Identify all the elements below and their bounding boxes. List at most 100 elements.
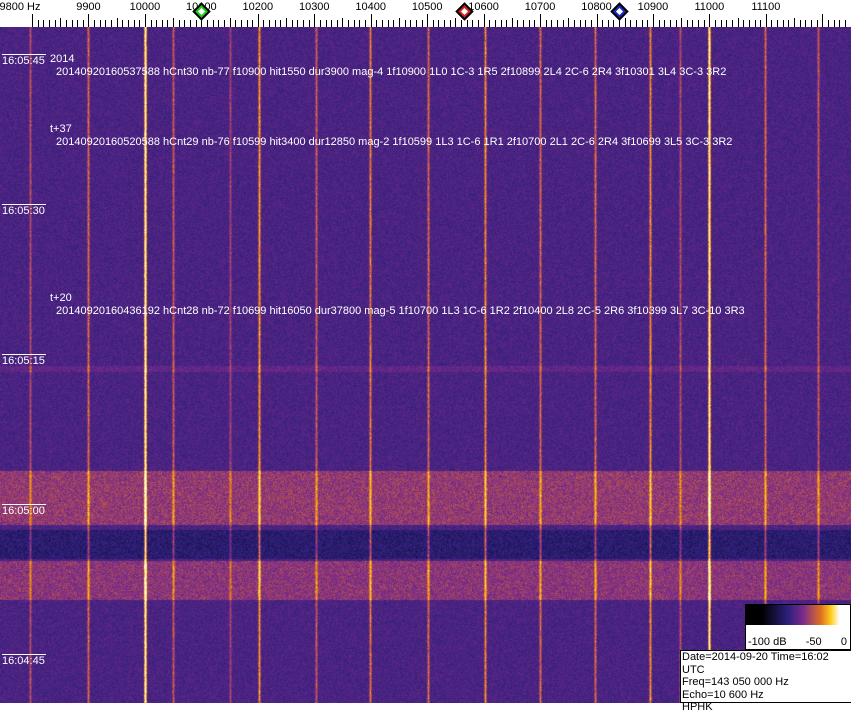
x-tick xyxy=(297,20,298,27)
x-tick xyxy=(218,20,219,27)
frequency-axis: 9800 Hz990010000101001020010300104001050… xyxy=(0,0,851,27)
x-tick xyxy=(230,18,231,27)
x-tick-label: 10700 xyxy=(524,1,556,13)
x-tick xyxy=(207,20,208,27)
x-tick xyxy=(280,20,281,27)
x-tick xyxy=(704,20,705,27)
x-tick xyxy=(540,14,541,27)
time-label: 16:04:45 xyxy=(2,654,46,667)
x-tick xyxy=(766,14,767,27)
x-tick xyxy=(184,20,185,27)
x-tick xyxy=(726,20,727,27)
x-tick xyxy=(512,18,513,27)
x-tick xyxy=(495,20,496,27)
x-tick xyxy=(162,20,163,27)
x-tick xyxy=(602,20,603,27)
x-tick xyxy=(489,20,490,27)
x-tick xyxy=(642,20,643,27)
x-tick xyxy=(517,20,518,27)
x-tick-label: 10800 xyxy=(581,1,612,13)
x-tick-label: 11100 xyxy=(751,1,781,13)
x-tick xyxy=(247,20,248,27)
x-tick xyxy=(568,18,569,27)
x-tick xyxy=(625,18,626,27)
x-tick xyxy=(811,20,812,27)
x-tick xyxy=(749,20,750,27)
x-tick xyxy=(800,20,801,27)
x-tick xyxy=(55,20,56,27)
x-tick xyxy=(49,20,50,27)
detection-offset: t+37 xyxy=(50,123,72,135)
x-tick xyxy=(190,20,191,27)
x-tick xyxy=(783,20,784,27)
colorbar-label: -50 xyxy=(805,636,822,648)
time-label: 16:05:15 xyxy=(2,354,46,367)
x-tick xyxy=(94,20,95,27)
x-tick xyxy=(585,20,586,27)
x-tick xyxy=(60,18,61,27)
x-tick xyxy=(653,14,654,27)
x-tick xyxy=(117,18,118,27)
colorbar-label: -100 dB xyxy=(748,636,787,648)
x-tick xyxy=(416,20,417,27)
x-tick xyxy=(43,20,44,27)
x-tick xyxy=(755,20,756,27)
x-tick xyxy=(252,20,253,27)
x-tick xyxy=(834,20,835,27)
x-tick xyxy=(597,14,598,27)
x-tick xyxy=(371,14,372,27)
x-tick xyxy=(83,20,84,27)
colorbar-label: 0 xyxy=(840,636,847,648)
x-tick xyxy=(111,20,112,27)
time-label: 16:05:45 xyxy=(2,54,46,67)
x-tick xyxy=(630,20,631,27)
x-tick xyxy=(105,20,106,27)
x-tick xyxy=(839,20,840,27)
x-tick-label: 10200 xyxy=(242,1,274,13)
x-tick xyxy=(72,20,73,27)
spectrogram xyxy=(0,27,851,703)
x-tick xyxy=(139,20,140,27)
x-tick-label: 11000 xyxy=(694,1,725,13)
time-label: 16:05:30 xyxy=(2,204,46,217)
x-tick xyxy=(405,20,406,27)
x-tick xyxy=(224,20,225,27)
x-tick xyxy=(393,20,394,27)
x-tick xyxy=(557,20,558,27)
x-tick xyxy=(342,18,343,27)
x-tick xyxy=(506,20,507,27)
x-tick xyxy=(179,20,180,27)
x-tick xyxy=(77,20,78,27)
colorbar: -100 dB -50 0 xyxy=(745,604,851,650)
x-tick xyxy=(213,20,214,27)
x-tick xyxy=(709,14,710,27)
x-tick-label: 10300 xyxy=(298,1,330,13)
x-tick xyxy=(817,20,818,27)
x-tick xyxy=(478,20,479,27)
x-tick xyxy=(32,14,33,27)
x-tick xyxy=(438,20,439,27)
x-tick xyxy=(292,20,293,27)
x-tick-label: 10500 xyxy=(411,1,443,13)
x-tick xyxy=(38,20,39,27)
x-tick xyxy=(760,20,761,27)
x-tick xyxy=(422,20,423,27)
x-tick xyxy=(619,20,620,27)
x-tick-label: 10600 xyxy=(468,1,499,13)
x-tick xyxy=(263,20,264,27)
x-tick xyxy=(529,20,530,27)
x-tick xyxy=(647,20,648,27)
colorbar-gradient xyxy=(746,605,850,625)
x-tick xyxy=(410,20,411,27)
x-tick xyxy=(732,20,733,27)
x-tick xyxy=(286,18,287,27)
x-tick xyxy=(258,14,259,27)
x-tick xyxy=(134,20,135,27)
frequency-marker[interactable] xyxy=(610,2,629,21)
detection-label: 20140920160537588 hCnt30 nb-77 f10900 hi… xyxy=(56,66,727,78)
x-tick xyxy=(788,20,789,27)
x-tick xyxy=(331,20,332,27)
x-tick xyxy=(721,20,722,27)
x-tick xyxy=(484,14,485,27)
x-tick xyxy=(88,14,89,27)
